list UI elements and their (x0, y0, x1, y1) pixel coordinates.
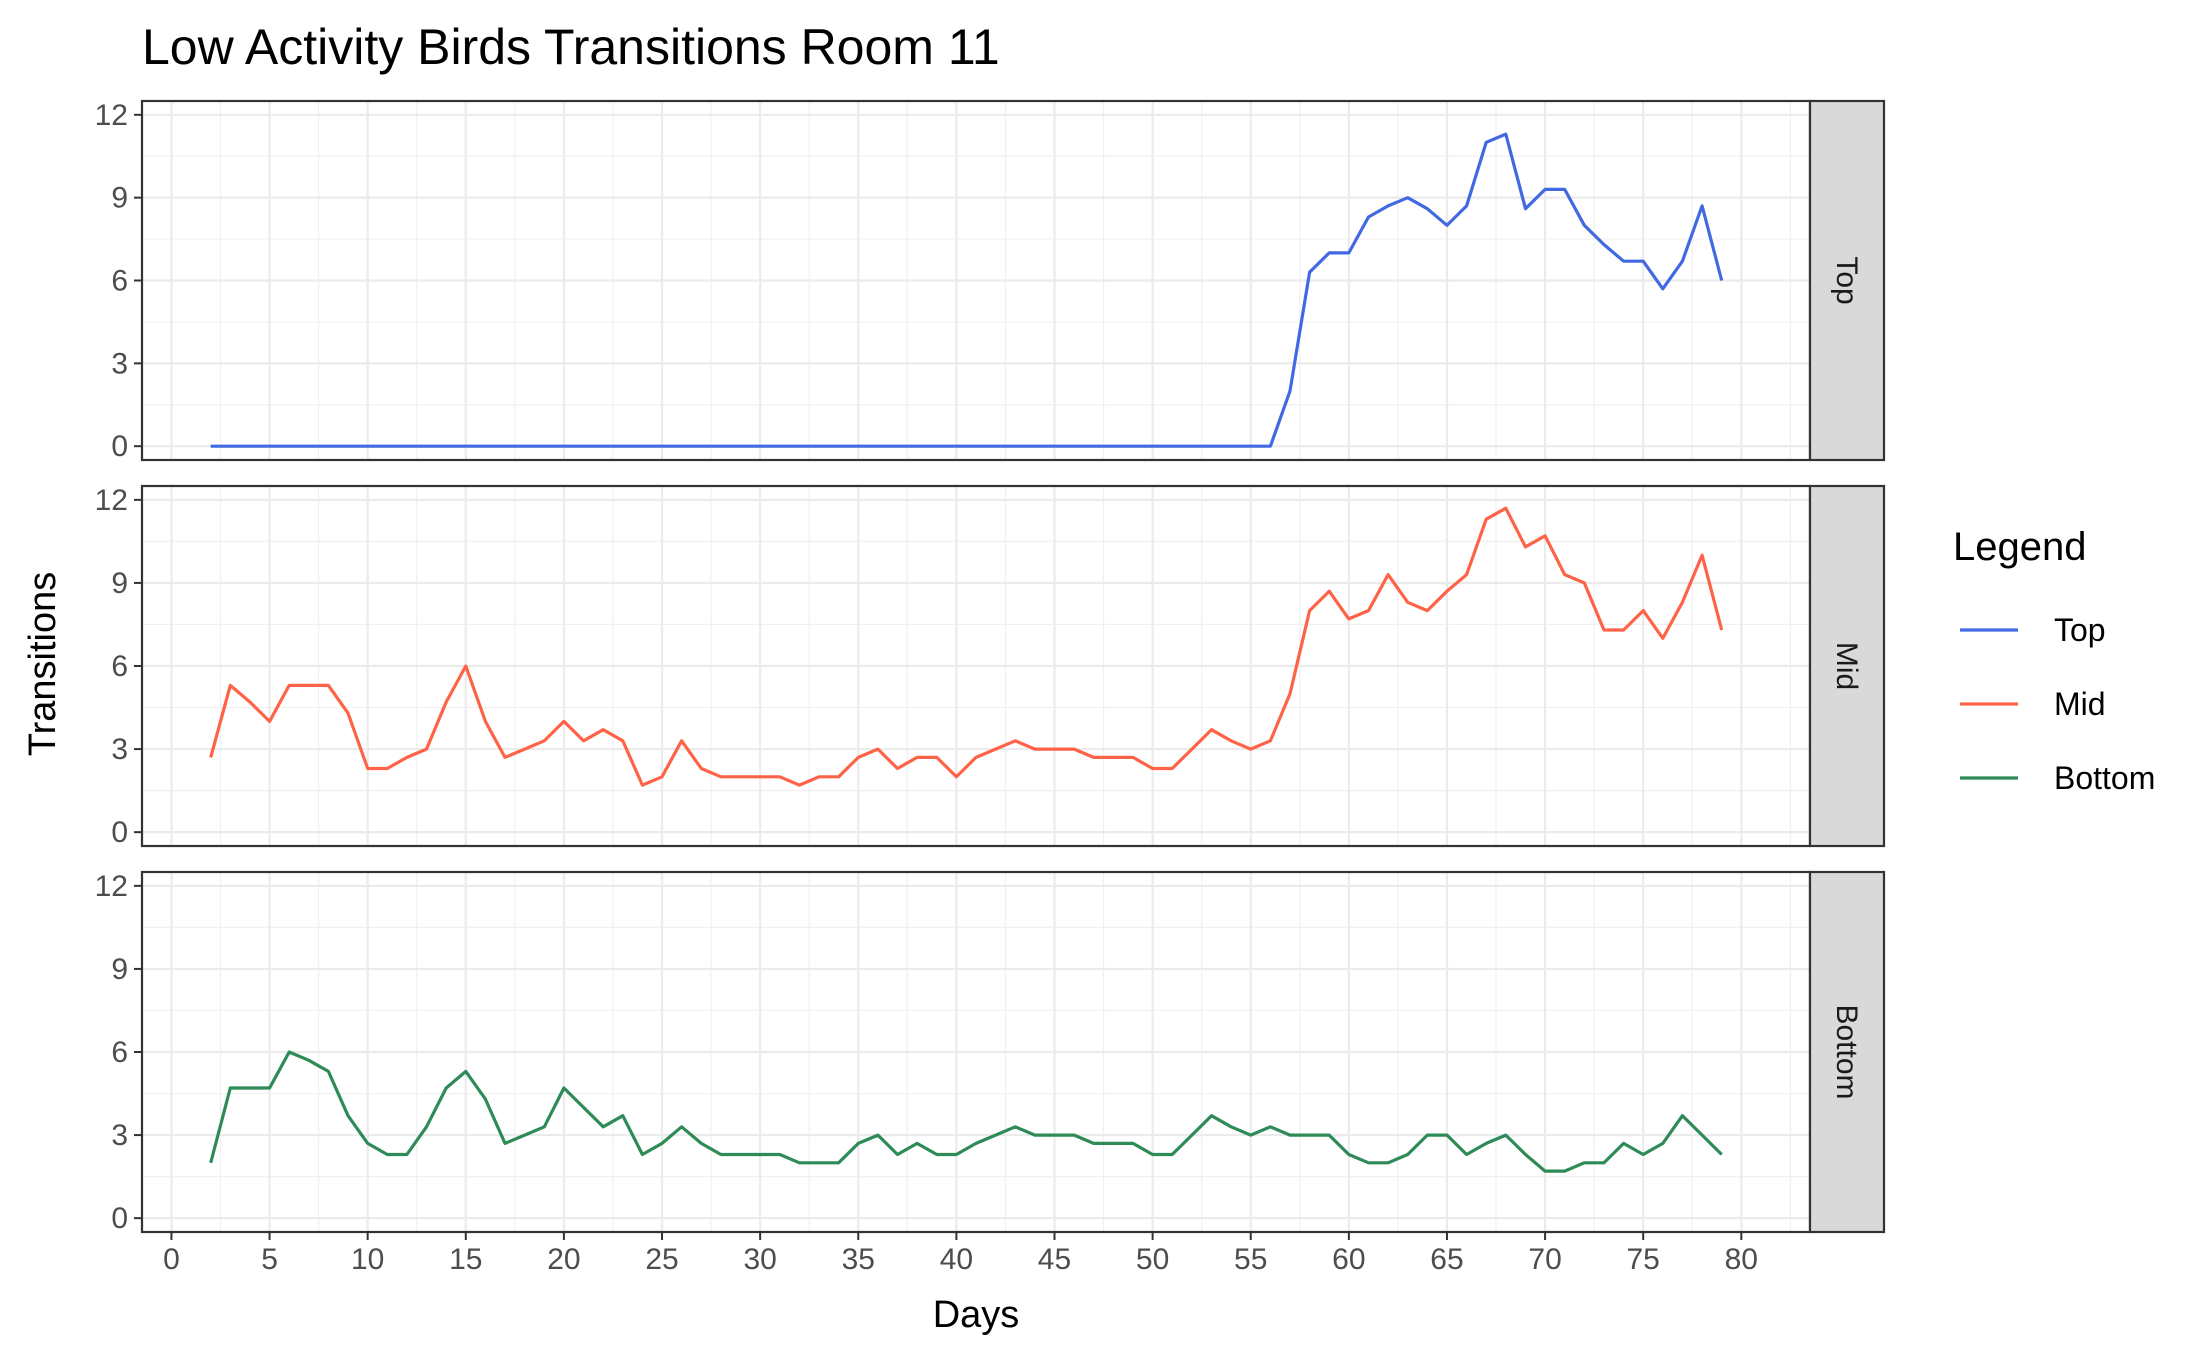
facet-strip-label: Bottom (1830, 1004, 1863, 1099)
y-tick-label: 0 (111, 816, 128, 849)
y-tick-label: 6 (111, 650, 128, 683)
legend: Legend Top Mid Bottom (1953, 525, 2155, 796)
x-tick-label: 75 (1627, 1243, 1660, 1276)
x-tick-label: 80 (1725, 1243, 1758, 1276)
x-axis: 0 5 10 15 20 25 30 35 40 45 50 55 60 65 70 75 80 (163, 1232, 1758, 1276)
x-tick-label: 70 (1528, 1243, 1561, 1276)
legend-label: Bottom (2054, 760, 2155, 796)
y-tick-label: 9 (111, 182, 128, 215)
y-axis-title: Transitions (22, 572, 64, 756)
y-tick-label: 3 (111, 347, 128, 380)
facet-panel-mid: 0 3 6 9 12 Mid (95, 484, 1886, 849)
facet-strip-label: Top (1830, 256, 1863, 304)
legend-label: Mid (2054, 686, 2106, 722)
facet-strip (1808, 99, 1886, 462)
facet-strip (1808, 484, 1886, 848)
facet-strip-label: Mid (1830, 642, 1863, 690)
facet-panel-top: 0 3 6 9 12 Top (95, 99, 1886, 463)
x-axis-title: Days (933, 1294, 1020, 1336)
x-tick-label: 50 (1136, 1243, 1169, 1276)
facet-panels: 0 3 6 9 12 Top 0 3 6 9 12 Mid 0 3 6 9 12 Bottom (95, 99, 1886, 1235)
y-tick-label: 6 (111, 265, 128, 298)
y-tick-label: 0 (111, 430, 128, 463)
legend-entry-top: Top (1960, 612, 2106, 648)
x-tick-label: 40 (940, 1243, 973, 1276)
y-tick-label: 12 (95, 484, 128, 517)
x-tick-label: 55 (1234, 1243, 1267, 1276)
facet-panel-bottom: 0 3 6 9 12 Bottom (95, 870, 1886, 1235)
x-tick-label: 15 (449, 1243, 482, 1276)
legend-label: Top (2054, 612, 2106, 648)
y-tick-label: 3 (111, 733, 128, 766)
x-tick-label: 25 (645, 1243, 678, 1276)
x-tick-label: 35 (842, 1243, 875, 1276)
x-tick-label: 5 (261, 1243, 278, 1276)
x-tick-label: 20 (547, 1243, 580, 1276)
series-line-bottom (209, 1050, 1723, 1173)
x-tick-label: 65 (1430, 1243, 1463, 1276)
legend-entry-mid: Mid (1960, 686, 2106, 722)
legend-entry-bottom: Bottom (1960, 760, 2155, 796)
series-line-mid (209, 506, 1724, 787)
chart-title: Low Activity Birds Transitions Room 11 (142, 19, 1000, 75)
x-tick-label: 45 (1038, 1243, 1071, 1276)
legend-title: Legend (1953, 525, 2086, 569)
facet-strip (1808, 870, 1886, 1234)
x-tick-label: 30 (743, 1243, 776, 1276)
series-line-top (210, 132, 1724, 448)
legend-entries: Top Mid Bottom (1960, 612, 2155, 796)
y-tick-label: 3 (111, 1119, 128, 1152)
y-tick-label: 12 (95, 99, 128, 132)
x-tick-label: 60 (1332, 1243, 1365, 1276)
y-tick-label: 12 (95, 870, 128, 903)
x-tick-label: 0 (163, 1243, 180, 1276)
y-tick-label: 9 (111, 567, 128, 600)
x-tick-label: 10 (351, 1243, 384, 1276)
y-tick-label: 0 (111, 1202, 128, 1235)
y-tick-label: 9 (111, 953, 128, 986)
y-tick-label: 6 (111, 1036, 128, 1069)
